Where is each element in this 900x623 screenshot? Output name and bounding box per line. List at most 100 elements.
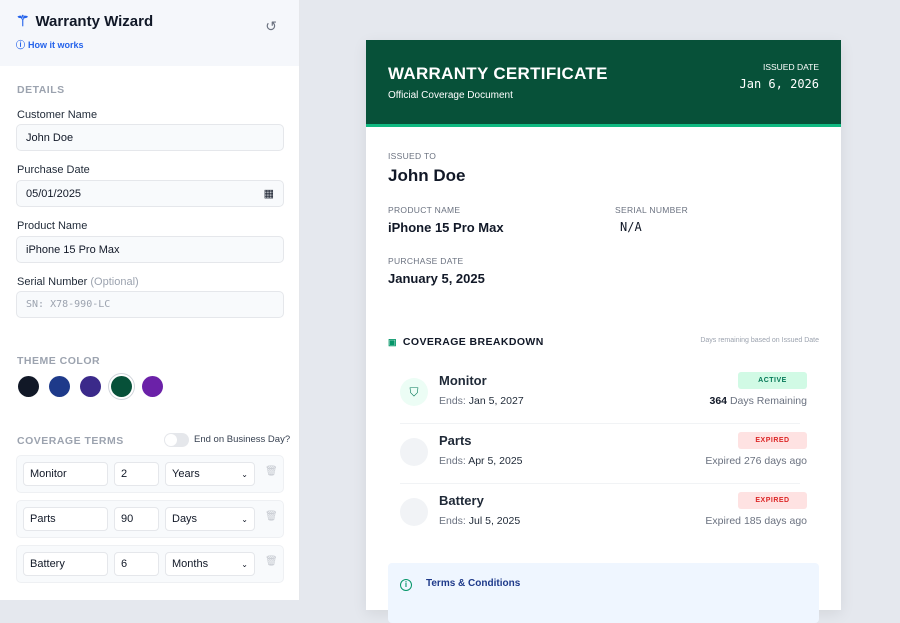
theme-swatch[interactable] xyxy=(111,376,132,397)
coverage-terms-heading: COVERAGE TERMS xyxy=(17,435,124,447)
product-name-input[interactable]: iPhone 15 Pro Max xyxy=(16,236,284,263)
coverage-heading-text: COVERAGE BREAKDOWN xyxy=(402,336,544,348)
status-badge: EXPIRED xyxy=(738,432,807,449)
theme-swatch[interactable] xyxy=(18,376,39,397)
term-qty-input[interactable]: 2 xyxy=(114,462,159,486)
issued-date: Jan 6, 2026 xyxy=(739,77,819,91)
term-unit-select[interactable]: Months ⌄ xyxy=(165,552,255,576)
coverage-note: Days remaining based on Issued Date xyxy=(700,337,819,344)
details-heading: DETAILS xyxy=(17,84,65,96)
term-qty-input[interactable]: 6 xyxy=(114,552,159,576)
warranty-certificate: WARRANTY CERTIFICATE Official Coverage D… xyxy=(366,40,841,623)
customer-label: Customer Name xyxy=(17,109,98,121)
remaining-text: Expired 276 days ago xyxy=(705,455,807,467)
issued-date-label: ISSUED DATE xyxy=(762,62,819,72)
remaining-label: Expired 185 days ago xyxy=(705,515,807,527)
coverage-term-row: Battery 6 Months ⌄ 🗑 xyxy=(16,545,284,583)
ends-date: Apr 5, 2025 xyxy=(468,455,523,467)
certificate-title: WARRANTY CERTIFICATE xyxy=(388,64,608,83)
product-value: iPhone 15 Pro Max xyxy=(26,243,120,256)
days-count: 364 xyxy=(709,395,728,407)
business-day-toggle[interactable] xyxy=(164,433,189,447)
serial-label: Serial Number (Optional) xyxy=(17,276,139,288)
editor-panel: ⚚ Warranty Wizard ⓘ How it works ↺ DETAILS… xyxy=(0,0,300,600)
term-name-input[interactable]: Battery xyxy=(23,552,108,576)
coverage-name: Monitor xyxy=(439,373,487,388)
purchase-date-input[interactable]: 05/01/2025 ▦ xyxy=(16,180,284,207)
coverage-term-row: Monitor 2 Years ⌄ 🗑 xyxy=(16,455,284,493)
divider xyxy=(400,423,800,424)
theme-swatch[interactable] xyxy=(49,376,70,397)
terms-conditions-box: i Terms & Conditions xyxy=(388,563,819,623)
coverage-item: ⛉ Monitor Ends: Jan 5, 2027 ACTIVE 364 D… xyxy=(388,370,818,428)
coverage-name: Battery xyxy=(439,493,484,508)
theme-swatch[interactable] xyxy=(80,376,101,397)
trash-icon[interactable]: 🗑 xyxy=(265,466,278,477)
term-unit: Months xyxy=(172,558,209,570)
status-badge: ACTIVE xyxy=(738,372,807,389)
term-unit-select[interactable]: Days ⌄ xyxy=(165,507,255,531)
issued-to-label: ISSUED TO xyxy=(388,151,437,161)
how-it-works-link[interactable]: ⓘ How it works xyxy=(16,38,283,51)
remaining-text: 364 Days Remaining xyxy=(710,395,808,407)
remaining-label: Days Remaining xyxy=(729,395,807,407)
chevron-down-icon: ⌄ xyxy=(241,514,248,524)
term-name: Monitor xyxy=(30,468,67,480)
term-name-input[interactable]: Monitor xyxy=(23,462,108,486)
term-name-input[interactable]: Parts xyxy=(23,507,108,531)
purchase-value: 05/01/2025 xyxy=(26,187,82,200)
coverage-name: Parts xyxy=(439,433,472,448)
product-name-label: PRODUCT NAME xyxy=(388,205,461,215)
magic-wand-icon: ⚚ xyxy=(16,13,30,30)
serial-label-text: Serial Number xyxy=(17,276,88,288)
term-qty: 6 xyxy=(121,558,128,570)
ends-label: Ends: xyxy=(439,515,466,527)
term-name: Battery xyxy=(30,558,65,570)
remaining-label: Expired 276 days ago xyxy=(705,455,807,467)
serial-number: N/A xyxy=(620,220,642,234)
trash-icon[interactable]: 🗑 xyxy=(265,511,278,522)
ends-date: Jan 5, 2027 xyxy=(468,395,524,407)
coverage-term-row: Parts 90 Days ⌄ 🗑 xyxy=(16,500,284,538)
theme-swatch[interactable] xyxy=(142,376,163,397)
status-circle xyxy=(400,438,428,466)
certificate-header: WARRANTY CERTIFICATE Official Coverage D… xyxy=(366,40,841,127)
term-unit-select[interactable]: Years ⌄ xyxy=(165,462,255,486)
how-it-works-label: How it works xyxy=(28,39,84,50)
ends-label: Ends: xyxy=(439,395,466,407)
remaining-text: Expired 185 days ago xyxy=(705,515,807,527)
purchase-label: Purchase Date xyxy=(17,164,90,176)
term-unit: Days xyxy=(172,513,198,525)
help-icon: ⓘ xyxy=(16,40,26,50)
purchase-date: January 5, 2025 xyxy=(388,271,485,286)
certificate-subtitle: Official Coverage Document xyxy=(388,90,513,101)
customer-value: John Doe xyxy=(26,131,74,144)
coverage-item: Battery Ends: Jul 5, 2025 EXPIRED Expire… xyxy=(388,490,818,548)
shield-check-icon: ⛉ xyxy=(400,378,428,406)
term-qty: 90 xyxy=(121,513,134,525)
serial-number-input[interactable]: SN: X78-990-LC xyxy=(16,291,284,318)
serial-placeholder: SN: X78-990-LC xyxy=(26,299,111,310)
product-name: iPhone 15 Pro Max xyxy=(388,220,504,235)
coverage-heading: ▣ COVERAGE BREAKDOWN xyxy=(388,336,544,348)
chevron-down-icon: ⌄ xyxy=(241,469,248,479)
customer-name-input[interactable]: John Doe xyxy=(16,124,284,151)
status-badge: EXPIRED xyxy=(738,492,807,509)
chevron-down-icon: ⌄ xyxy=(241,559,248,569)
ends-date: Jul 5, 2025 xyxy=(468,515,521,527)
product-label: Product Name xyxy=(17,220,88,232)
panel-header: ⚚ Warranty Wizard ⓘ How it works ↺ xyxy=(0,0,299,66)
info-icon: i xyxy=(400,579,412,591)
history-icon[interactable]: ↺ xyxy=(265,18,277,34)
coverage-item: Parts Ends: Apr 5, 2025 EXPIRED Expired … xyxy=(388,430,818,488)
optional-hint: (Optional) xyxy=(90,276,139,288)
divider xyxy=(400,483,800,484)
term-qty-input[interactable]: 90 xyxy=(114,507,159,531)
status-circle xyxy=(400,498,428,526)
app-title: Warranty Wizard xyxy=(35,12,154,30)
issued-to: John Doe xyxy=(388,166,466,185)
trash-icon[interactable]: 🗑 xyxy=(265,556,278,567)
term-qty: 2 xyxy=(121,468,128,480)
calendar-icon[interactable]: ▦ xyxy=(263,188,274,200)
theme-heading: THEME COLOR xyxy=(17,355,101,367)
